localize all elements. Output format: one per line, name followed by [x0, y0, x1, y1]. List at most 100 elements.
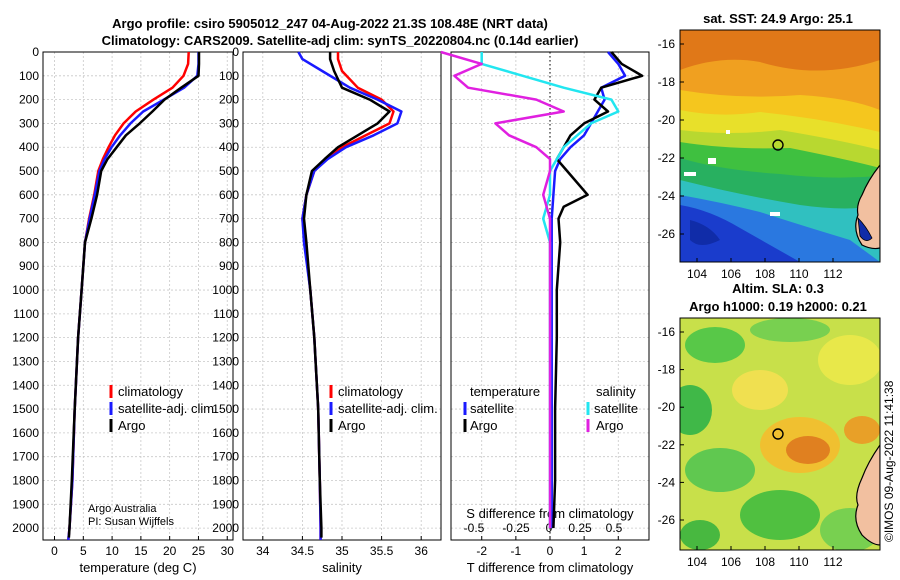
sst-map-axes: -16 -18 -20 -22 -24 -26 104 106 108 110 112 [658, 37, 843, 281]
sst-map: sat. SST: 24.9 Argo: 25.1 -16 -18 -20 -22 -2… [658, 11, 881, 281]
map-x-tick-label: 104 [687, 267, 707, 281]
legend-label-argo: Argo [338, 418, 365, 433]
y-tick-label: 1700 [12, 450, 39, 464]
x-tick-label: 10 [105, 544, 119, 558]
argo-position-marker [772, 139, 784, 151]
panel-frame [42, 51, 234, 541]
y-tick-label: 1000 [212, 283, 239, 297]
y-tick-label: 500 [219, 164, 239, 178]
map-x-tick-label: 106 [721, 555, 741, 569]
legend-label-sat: satellite-adj. clim. [338, 401, 438, 416]
sla-map-title2: Argo h1000: 0.19 h2000: 0.21 [689, 299, 867, 314]
figure-title-line2: Climatology: CARS2009. Satellite-adj cli… [102, 33, 579, 48]
map-x-tick-label: 110 [789, 267, 808, 281]
y-tick-label: 1200 [212, 331, 239, 345]
map-x-tick-label: 108 [755, 555, 775, 569]
legend-label-clim: climatology [118, 384, 184, 399]
x-tick-label: 1 [581, 544, 588, 558]
y-tick-label: 800 [19, 235, 39, 249]
s-tick-label: 0.5 [606, 521, 623, 535]
s-tick-label: -0.5 [464, 521, 485, 535]
credit-line2: PI: Susan Wijffels [88, 516, 174, 528]
profile-panel-1: 0 100 200 300 400 500 600 700 800 900 1000 1100 1200… [212, 45, 442, 575]
sst-field [680, 30, 880, 262]
y-tick-label: 600 [219, 188, 239, 202]
x-tick-label: 15 [134, 544, 148, 558]
y-tick-label: 700 [19, 212, 39, 226]
y-tick-label: 1100 [13, 307, 39, 321]
x-tick-label: 20 [163, 544, 177, 558]
x-tick-label: 5 [80, 544, 87, 558]
y-tick-label: 1600 [212, 426, 239, 440]
legend-label-s-argo: Argo [596, 418, 623, 433]
map-y-tick-label: -22 [658, 438, 676, 452]
y-tick-label: 1500 [212, 402, 239, 416]
y-tick-label: 1400 [12, 378, 39, 392]
x-tick-label: 35 [335, 544, 349, 558]
x-tick-label: 36 [415, 544, 429, 558]
series-line-argo [67, 52, 201, 538]
x-tick-label: 34.5 [291, 544, 315, 558]
x-tick-label: 25 [192, 544, 206, 558]
map-y-tick-label: -26 [658, 513, 676, 527]
map-x-tick-label: 108 [755, 267, 775, 281]
figure-title-line1: Argo profile: csiro 5905012_247 04-Aug-2… [112, 16, 548, 31]
y-tick-label: 1900 [212, 497, 239, 511]
map-y-tick-label: -24 [658, 475, 676, 489]
map-y-tick-label: -16 [658, 37, 676, 51]
y-tick-label: 1500 [12, 402, 39, 416]
sla-map-axes: -16 -18 -20 -22 -24 -26 104 106 108 110 112 [658, 325, 843, 569]
y-tick-label: 600 [19, 188, 39, 202]
legend-label-t-argo: Argo [470, 418, 497, 433]
y-tick-label: 1100 [213, 307, 239, 321]
legend-heading-temperature: temperature [470, 384, 540, 399]
y-tick-label: 400 [19, 140, 39, 154]
map-x-tick-label: 112 [823, 555, 842, 569]
map-y-tick-label: -22 [658, 151, 676, 165]
x-axis-label: salinity [322, 560, 362, 575]
x-axis-label: temperature (deg C) [79, 560, 196, 575]
temp-legend: climatology satellite-adj. clim. Argo [109, 384, 218, 433]
map-x-tick-label: 104 [687, 555, 707, 569]
legend-label-argo: Argo [118, 418, 145, 433]
map-y-tick-label: -16 [658, 325, 676, 339]
map-y-tick-label: -20 [658, 113, 676, 127]
y-tick-label: 100 [19, 69, 39, 83]
y-tick-label: 1600 [12, 426, 39, 440]
map-y-tick-label: -20 [658, 400, 676, 414]
y-tick-label: 900 [19, 259, 39, 273]
y-tick-label: 500 [19, 164, 39, 178]
timestamp-stamp: ©IMOS 09-Aug-2022 11:41:38 [882, 380, 896, 542]
x-axis-label: T difference from climatology [467, 560, 634, 575]
series-line-climatology [301, 52, 395, 540]
y-tick-label: 1900 [12, 497, 39, 511]
map-x-tick-label: 110 [789, 555, 808, 569]
map-y-tick-label: -18 [658, 75, 676, 89]
y-tick-label: 0 [232, 45, 239, 59]
series-line-satellite-adj-clim- [67, 52, 200, 541]
y-tick-label: 1000 [12, 283, 39, 297]
x-tick-label: 0 [51, 544, 58, 558]
legend-label-sat: satellite-adj. clim. [118, 401, 218, 416]
y-tick-label: 1700 [212, 450, 239, 464]
x-tick-label: 2 [615, 544, 622, 558]
legend-label-s-sat: satellite [594, 401, 638, 416]
map-y-tick-label: -18 [658, 363, 676, 377]
y-tick-label: 200 [19, 93, 39, 107]
y-tick-label: 2000 [12, 521, 39, 535]
y-tick-label: 900 [219, 259, 239, 273]
legend-label-t-sat: satellite [470, 401, 514, 416]
y-tick-label: 700 [219, 212, 239, 226]
panel-frame [450, 51, 650, 541]
y-tick-label: 300 [219, 116, 239, 130]
y-tick-label: 1800 [212, 473, 239, 487]
y-tick-label: 1200 [12, 331, 39, 345]
argo-position-marker [772, 428, 784, 440]
map-x-tick-label: 112 [823, 267, 842, 281]
y-tick-label: 1300 [12, 354, 39, 368]
profile-panel-0: 0100200300400500600700800900100011001200… [12, 45, 234, 575]
x-tick-label: 30 [221, 544, 235, 558]
sla-field [680, 318, 880, 550]
map-x-tick-label: 106 [721, 267, 741, 281]
y-tick-label: 1300 [212, 354, 239, 368]
